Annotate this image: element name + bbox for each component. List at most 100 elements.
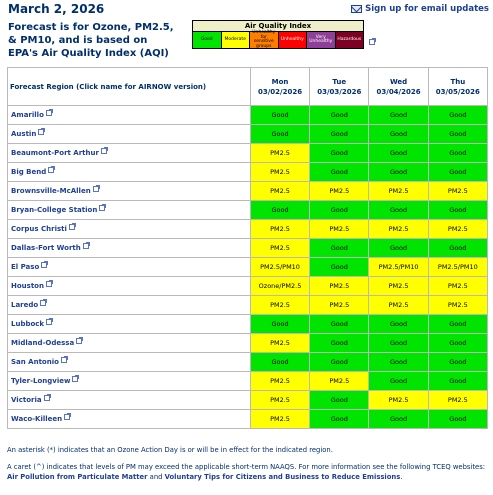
region-name: Austin xyxy=(11,130,37,138)
day-column-header: Mon 03/02/2026 xyxy=(249,67,311,106)
forecast-cell: Good xyxy=(368,105,429,125)
forecast-cell: PM2.5 xyxy=(427,276,489,296)
region-link[interactable]: San Antonio xyxy=(7,352,251,372)
forecast-cell: Good xyxy=(309,352,370,372)
region-name: Waco-Killeen xyxy=(11,415,63,423)
region-link[interactable]: Tyler-Longview xyxy=(7,371,251,391)
forecast-cell: PM2.5 xyxy=(427,390,489,410)
external-link-icon xyxy=(48,166,56,173)
forecast-cell: Good xyxy=(368,238,429,258)
aqi-category: Hazardous xyxy=(335,32,363,48)
forecast-cell: Good xyxy=(427,238,489,258)
forecast-cell: Good xyxy=(427,143,489,163)
email-signup-link[interactable]: Sign up for email updates xyxy=(351,4,489,14)
table-row: Amarillo Good Good Good Good xyxy=(7,105,489,125)
forecast-cell: Ozone/PM2.5 xyxy=(249,276,311,296)
day-date: 03/02/2026 xyxy=(257,87,303,96)
forecast-cell: Good xyxy=(309,390,370,410)
region-name: Corpus Christi xyxy=(11,225,67,233)
forecast-cell: PM2.5 xyxy=(249,162,311,182)
region-link[interactable]: Amarillo xyxy=(7,105,251,125)
external-link-icon xyxy=(60,356,68,363)
forecast-cell: Good xyxy=(427,333,489,353)
table-row: Corpus Christi PM2.5 PM2.5 PM2.5 PM2.5 xyxy=(7,219,489,239)
region-link[interactable]: Victoria xyxy=(7,390,251,410)
page-date: March 2, 2026 xyxy=(8,2,105,16)
aqi-category: Moderate xyxy=(221,32,250,48)
region-link[interactable]: Big Bend xyxy=(7,162,251,182)
signup-label: Sign up for email updates xyxy=(365,4,489,14)
region-link[interactable]: Bryan-College Station xyxy=(7,200,251,220)
forecast-cell: Good xyxy=(309,143,370,163)
day-column-header: Wed 03/04/2026 xyxy=(368,67,429,106)
region-link[interactable]: El Paso xyxy=(7,257,251,277)
forecast-cell: PM2.5 xyxy=(368,390,429,410)
region-link[interactable]: Beaumont-Port Arthur xyxy=(7,143,251,163)
forecast-cell: Good xyxy=(368,200,429,220)
forecast-cell: Good xyxy=(368,124,429,144)
region-link[interactable]: Austin xyxy=(7,124,251,144)
region-link[interactable]: Brownsville-McAllen xyxy=(7,181,251,201)
region-link[interactable]: Midland-Odessa xyxy=(7,333,251,353)
forecast-cell: Good xyxy=(309,257,370,277)
forecast-cell: Good xyxy=(368,352,429,372)
forecast-cell: PM2.5 xyxy=(249,238,311,258)
forecast-cell: Good xyxy=(427,314,489,334)
aqi-title: Air Quality Index xyxy=(193,21,363,32)
forecast-cell: PM2.5/PM10 xyxy=(427,257,489,277)
forecast-cell: Good xyxy=(309,238,370,258)
particulate-matter-link[interactable]: Air Pollution from Particulate Matter xyxy=(7,473,148,481)
forecast-cell: PM2.5/PM10 xyxy=(249,257,311,277)
external-link-icon xyxy=(99,204,107,211)
forecast-cell: Good xyxy=(309,409,370,429)
forecast-cell: Good xyxy=(427,200,489,220)
region-name: Brownsville-McAllen xyxy=(11,187,91,195)
forecast-cell: PM2.5 xyxy=(249,371,311,391)
forecast-cell: Good xyxy=(309,314,370,334)
aqi-category: Very Unhealthy xyxy=(307,32,336,48)
conjunction-text: and xyxy=(149,473,163,481)
voluntary-tips-link[interactable]: Voluntary Tips for Citizens and Business… xyxy=(164,473,401,481)
caret-note-text: A caret (^) indicates that levels of PM … xyxy=(7,463,486,471)
asterisk-note: An asterisk (*) indicates that an Ozone … xyxy=(7,446,333,454)
external-link-icon xyxy=(45,109,53,116)
region-link[interactable]: Laredo xyxy=(7,295,251,315)
table-row: Victoria PM2.5 Good PM2.5 PM2.5 xyxy=(7,390,489,410)
aqi-legend[interactable]: Air Quality Index Good Moderate Unhealthy … xyxy=(192,20,364,49)
table-row: Laredo PM2.5 PM2.5 PM2.5 PM2.5 xyxy=(7,295,489,315)
table-row: Austin Good Good Good Good xyxy=(7,124,489,144)
day-name: Thu xyxy=(450,77,466,86)
region-link[interactable]: Dallas-Fort Worth xyxy=(7,238,251,258)
forecast-cell: PM2.5 xyxy=(249,181,311,201)
table-row: Big Bend PM2.5 Good Good Good xyxy=(7,162,489,182)
region-name: San Antonio xyxy=(11,358,59,366)
forecast-table: Forecast Region (Click name for AIRNOW v… xyxy=(7,67,489,429)
region-link[interactable]: Lubbock xyxy=(7,314,251,334)
forecast-cell: Good xyxy=(427,105,489,125)
table-row: Lubbock Good Good Good Good xyxy=(7,314,489,334)
region-link[interactable]: Waco-Killeen xyxy=(7,409,251,429)
table-row: San Antonio Good Good Good Good xyxy=(7,352,489,372)
region-link[interactable]: Houston xyxy=(7,276,251,296)
region-name: Amarillo xyxy=(11,111,44,119)
region-link[interactable]: Corpus Christi xyxy=(7,219,251,239)
day-date: 03/04/2026 xyxy=(376,87,421,96)
forecast-cell: Good xyxy=(249,124,311,144)
region-name: El Paso xyxy=(11,263,40,271)
forecast-cell: Good xyxy=(427,352,489,372)
region-name: Tyler-Longview xyxy=(11,377,71,385)
table-row: Waco-Killeen PM2.5 Good Good Good xyxy=(7,409,489,429)
external-link-icon xyxy=(68,223,76,230)
forecast-description: Forecast is for Ozone, PM2.5, & PM10, an… xyxy=(8,22,174,59)
external-link-icon[interactable] xyxy=(369,38,376,45)
forecast-cell: PM2.5 xyxy=(427,295,489,315)
footnotes: An asterisk (*) indicates that an Ozone … xyxy=(7,445,488,489)
region-name: Beaumont-Port Arthur xyxy=(11,149,99,157)
email-icon xyxy=(351,5,363,13)
forecast-cell: Good xyxy=(249,200,311,220)
forecast-cell: Good xyxy=(427,409,489,429)
forecast-cell: Good xyxy=(249,105,311,125)
forecast-cell: PM2.5 xyxy=(249,295,311,315)
forecast-cell: Good xyxy=(368,314,429,334)
note-period: . xyxy=(400,473,403,481)
